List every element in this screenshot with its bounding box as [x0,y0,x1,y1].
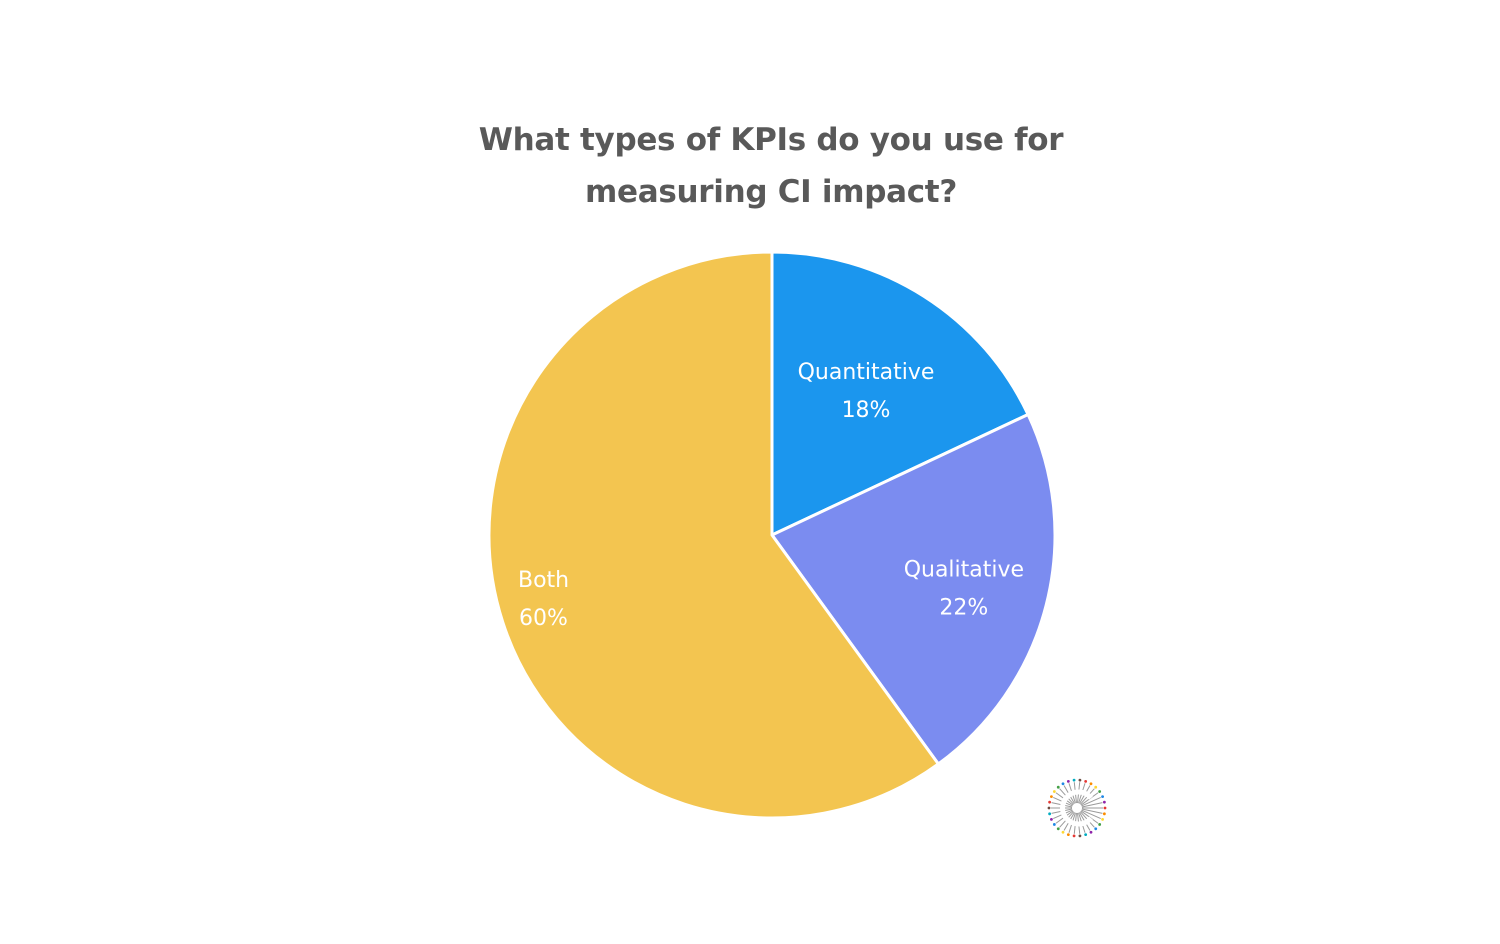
pie-label-name: Both [518,568,569,593]
logo-dot [1066,833,1070,837]
logo-dot [1078,834,1082,838]
pie-label-value: 22% [939,595,988,620]
logo-dot [1102,812,1106,816]
logo-dot [1101,795,1104,799]
logo-dot [1102,800,1106,804]
logo-dot [1098,790,1102,793]
logo-dot [1048,800,1052,804]
chart-title-line-2: measuring CI impact? [584,174,958,210]
logo-ray [1081,802,1103,808]
chart-title-line-1: What types of KPIs do you use for [478,122,1064,158]
chart-title: What types of KPIs do you use for measur… [400,114,1142,218]
logo-dot [1052,790,1056,793]
logo-ray [1081,796,1101,807]
pie-label-name: Quantitative [798,360,935,385]
logo-dot [1094,785,1098,789]
logo-dot [1061,782,1065,786]
pie-label-both: Both 60% [518,568,569,631]
logo-dot [1089,830,1093,834]
starburst-logo-icon [1047,778,1107,838]
pie-slice-quantitative [770,250,1030,537]
logo-dot [1061,830,1065,834]
logo-dot [1103,806,1107,810]
logo-dot [1072,778,1076,782]
logo-dot [1094,827,1098,831]
pie-label-quantitative: Quantitative 18% [798,360,935,423]
pie-labels: Quantitative 18% Qualitative 22% Both 60% [518,360,1024,631]
pie-label-name: Qualitative [904,557,1024,582]
logo-c-arc [1060,789,1093,827]
logo-dot [1072,834,1076,838]
logo-dot [1050,795,1053,799]
logo-dot [1050,817,1053,821]
logo-dot [1066,779,1070,783]
logo-dot [1084,779,1088,783]
logo-dot [1098,823,1102,826]
logo-dot [1101,817,1104,821]
logo-dot [1078,778,1082,782]
logo-ray [1081,808,1103,814]
logo-dot [1048,812,1052,816]
logo-dot [1052,823,1056,826]
logo-dot [1056,785,1060,789]
logo-dot [1056,827,1060,831]
pie-label-qualitative: Qualitative 22% [904,557,1024,620]
pie-slices [487,250,1057,820]
logo-ray [1081,809,1101,820]
logo-dot [1089,782,1093,786]
pie-label-value: 18% [842,398,891,423]
logo-dot [1047,806,1051,810]
logo-dot [1084,833,1088,837]
pie-label-value: 60% [519,606,568,631]
pie-slice-qualitative [770,413,1057,766]
pie-slice-both [487,250,940,820]
